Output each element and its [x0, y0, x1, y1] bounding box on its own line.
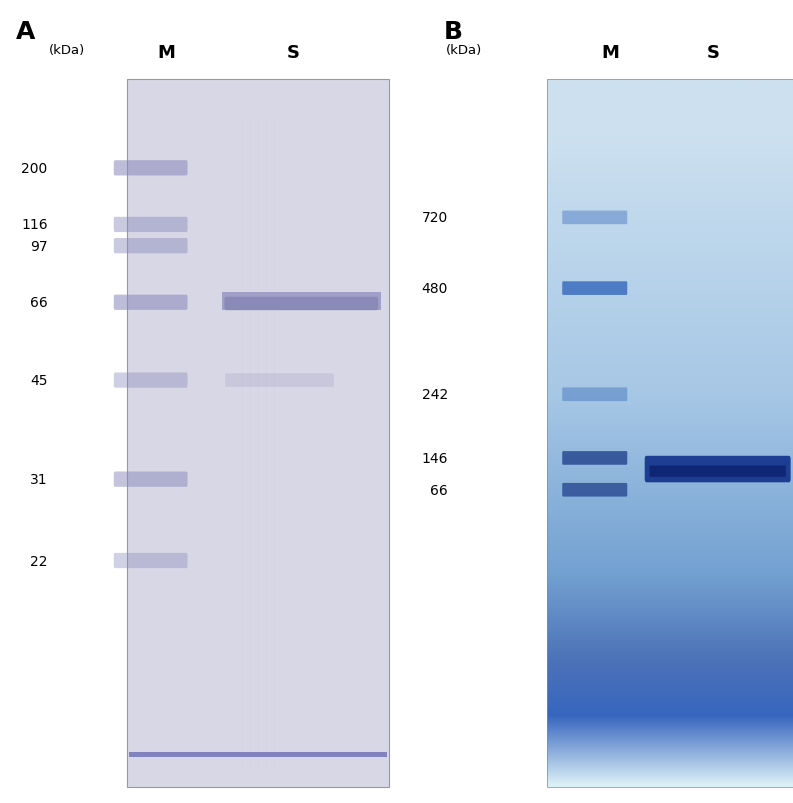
Text: 242: 242 [422, 388, 448, 402]
Text: 97: 97 [30, 239, 48, 254]
Bar [128, 752, 387, 757]
Text: 31: 31 [30, 472, 48, 487]
FancyBboxPatch shape [562, 483, 627, 497]
FancyBboxPatch shape [114, 238, 187, 254]
Bar [547, 80, 793, 787]
Text: S: S [287, 44, 300, 62]
FancyBboxPatch shape [224, 297, 378, 311]
Text: S: S [707, 44, 720, 62]
Text: (kDa): (kDa) [446, 44, 482, 57]
Text: M: M [158, 44, 175, 62]
Bar [127, 80, 389, 787]
FancyBboxPatch shape [562, 451, 627, 465]
Text: 66: 66 [30, 296, 48, 310]
Text: 66: 66 [431, 483, 448, 497]
Text: B: B [444, 20, 463, 44]
FancyBboxPatch shape [562, 282, 627, 296]
Text: 116: 116 [21, 218, 48, 232]
FancyBboxPatch shape [114, 218, 187, 233]
FancyBboxPatch shape [562, 388, 627, 402]
Text: (kDa): (kDa) [49, 44, 86, 57]
Text: 480: 480 [422, 282, 448, 296]
Text: 720: 720 [422, 211, 448, 225]
Text: M: M [602, 44, 619, 62]
Text: 22: 22 [30, 554, 48, 568]
FancyBboxPatch shape [114, 161, 187, 176]
FancyBboxPatch shape [114, 373, 187, 388]
FancyBboxPatch shape [114, 296, 187, 311]
FancyBboxPatch shape [114, 472, 187, 487]
Text: A: A [16, 20, 35, 44]
Text: 200: 200 [21, 161, 48, 176]
Polygon shape [222, 292, 381, 310]
FancyBboxPatch shape [114, 553, 187, 569]
Text: 45: 45 [30, 373, 48, 388]
FancyBboxPatch shape [225, 373, 334, 387]
Text: 146: 146 [422, 451, 448, 466]
FancyBboxPatch shape [649, 466, 786, 477]
FancyBboxPatch shape [645, 456, 791, 483]
FancyBboxPatch shape [562, 211, 627, 225]
